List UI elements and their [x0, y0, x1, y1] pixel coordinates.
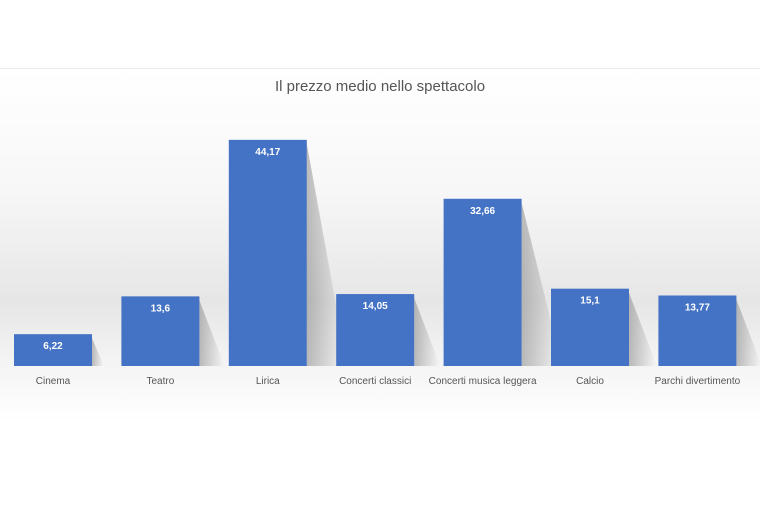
bar: [336, 294, 415, 366]
category-label: Concerti classici: [339, 376, 411, 387]
bar-shadow: [414, 298, 440, 366]
data-label: 32,66: [470, 206, 495, 217]
category-label: Concerti musica leggera: [429, 376, 537, 387]
data-label: 14,05: [363, 301, 388, 312]
data-label: 44,17: [255, 147, 280, 158]
bar: [551, 288, 629, 366]
category-label: Parchi divertimento: [655, 376, 741, 387]
category-label: Calcio: [576, 376, 604, 387]
bar-shadow: [736, 299, 760, 366]
data-label: 15,1: [580, 296, 600, 307]
bar: [14, 334, 92, 366]
data-label: 6,22: [43, 341, 63, 352]
category-label: Lirica: [256, 376, 280, 387]
bar: [228, 139, 307, 366]
bar: [658, 295, 737, 366]
category-label: Teatro: [147, 376, 175, 387]
bar-shadow: [199, 300, 224, 366]
data-label: 13,77: [685, 302, 710, 313]
bar-shadow: [629, 292, 657, 366]
chart-title: Il prezzo medio nello spettacolo: [274, 78, 486, 95]
bar: [443, 198, 522, 366]
data-label: 13,6: [151, 303, 171, 314]
bar: [121, 296, 200, 366]
category-label: Cinema: [36, 376, 71, 387]
bar-shadow: [92, 338, 104, 366]
